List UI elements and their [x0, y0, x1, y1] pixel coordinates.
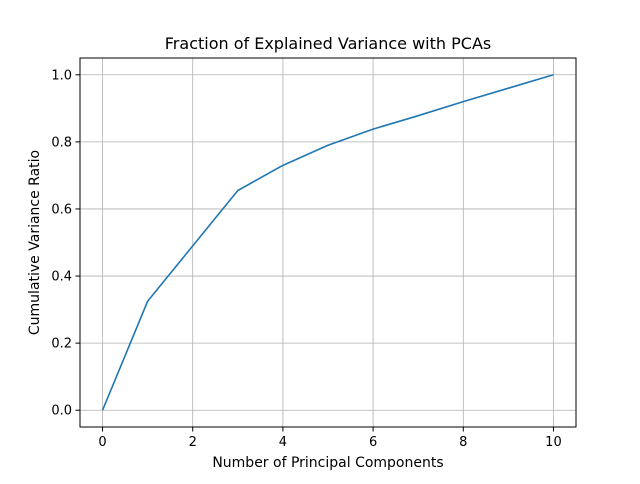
- y-tick-label: 0.6: [51, 202, 72, 217]
- y-tick-label: 1.0: [51, 68, 72, 83]
- x-tick-label: 10: [545, 435, 562, 450]
- y-axis-label: Cumulative Variance Ratio: [27, 150, 43, 335]
- x-tick-label: 8: [459, 435, 467, 450]
- x-tick-label: 6: [369, 435, 377, 450]
- x-tick-label: 0: [98, 435, 106, 450]
- y-tick-label: 0.8: [51, 135, 72, 150]
- y-tick-label: 0.4: [51, 270, 72, 285]
- x-tick-label: 2: [189, 435, 197, 450]
- chart-title: Fraction of Explained Variance with PCAs: [165, 34, 491, 53]
- x-axis-label: Number of Principal Components: [212, 455, 443, 471]
- x-tick-label: 4: [279, 435, 287, 450]
- y-tick-label: 0.0: [51, 404, 72, 419]
- y-tick-label: 0.2: [51, 337, 72, 352]
